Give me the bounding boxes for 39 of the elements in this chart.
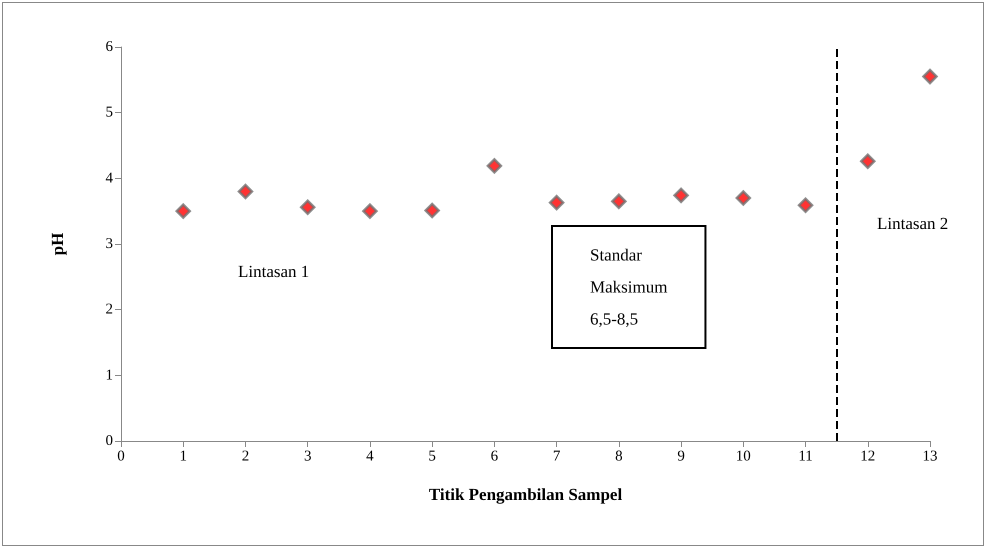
x-tick-label: 5 (428, 448, 436, 464)
point (922, 68, 938, 84)
point (736, 190, 752, 206)
point (548, 194, 564, 210)
y-tick-label: 4 (106, 170, 114, 186)
x-tick-label: 1 (179, 448, 187, 464)
y-tick-label: 3 (106, 236, 113, 252)
x-tick-label: 10 (736, 448, 751, 464)
x-axis-title: Titik Pengambilan Sampel (428, 485, 622, 504)
point (362, 203, 378, 219)
x-tick-label: 4 (366, 448, 374, 464)
y-tick-label: 5 (106, 104, 113, 121)
x-tick-label: 7 (552, 448, 561, 464)
x-tick-label: 13 (922, 448, 938, 464)
point (860, 154, 876, 170)
x-tick-label: 0 (117, 448, 125, 464)
point (238, 184, 254, 200)
point (611, 194, 627, 210)
x-tick-label: 3 (304, 448, 312, 464)
point (798, 198, 814, 214)
y-tick-label: 1 (106, 367, 113, 384)
point (673, 188, 689, 204)
y-axis-title: pH (48, 232, 67, 256)
x-tick-label: 2 (242, 448, 250, 464)
point (486, 158, 502, 174)
x-tick-label: 11 (798, 448, 813, 464)
x-tick-label: 6 (490, 448, 499, 464)
y-tick-label: 2 (106, 302, 113, 318)
point (424, 202, 440, 218)
point (300, 199, 316, 215)
y-tick-label: 0 (106, 433, 113, 449)
x-tick-label: 8 (615, 448, 623, 464)
annotation: Standar Maksimum 6,5-8,5 (590, 246, 668, 328)
annotation: Lintasan 1 (238, 262, 310, 281)
y-tick-label: 6 (106, 39, 114, 55)
x-tick-label: 9 (677, 448, 685, 464)
point (175, 203, 191, 219)
x-tick-label: 12 (860, 448, 876, 464)
annotation: Lintasan 2 (877, 214, 948, 233)
